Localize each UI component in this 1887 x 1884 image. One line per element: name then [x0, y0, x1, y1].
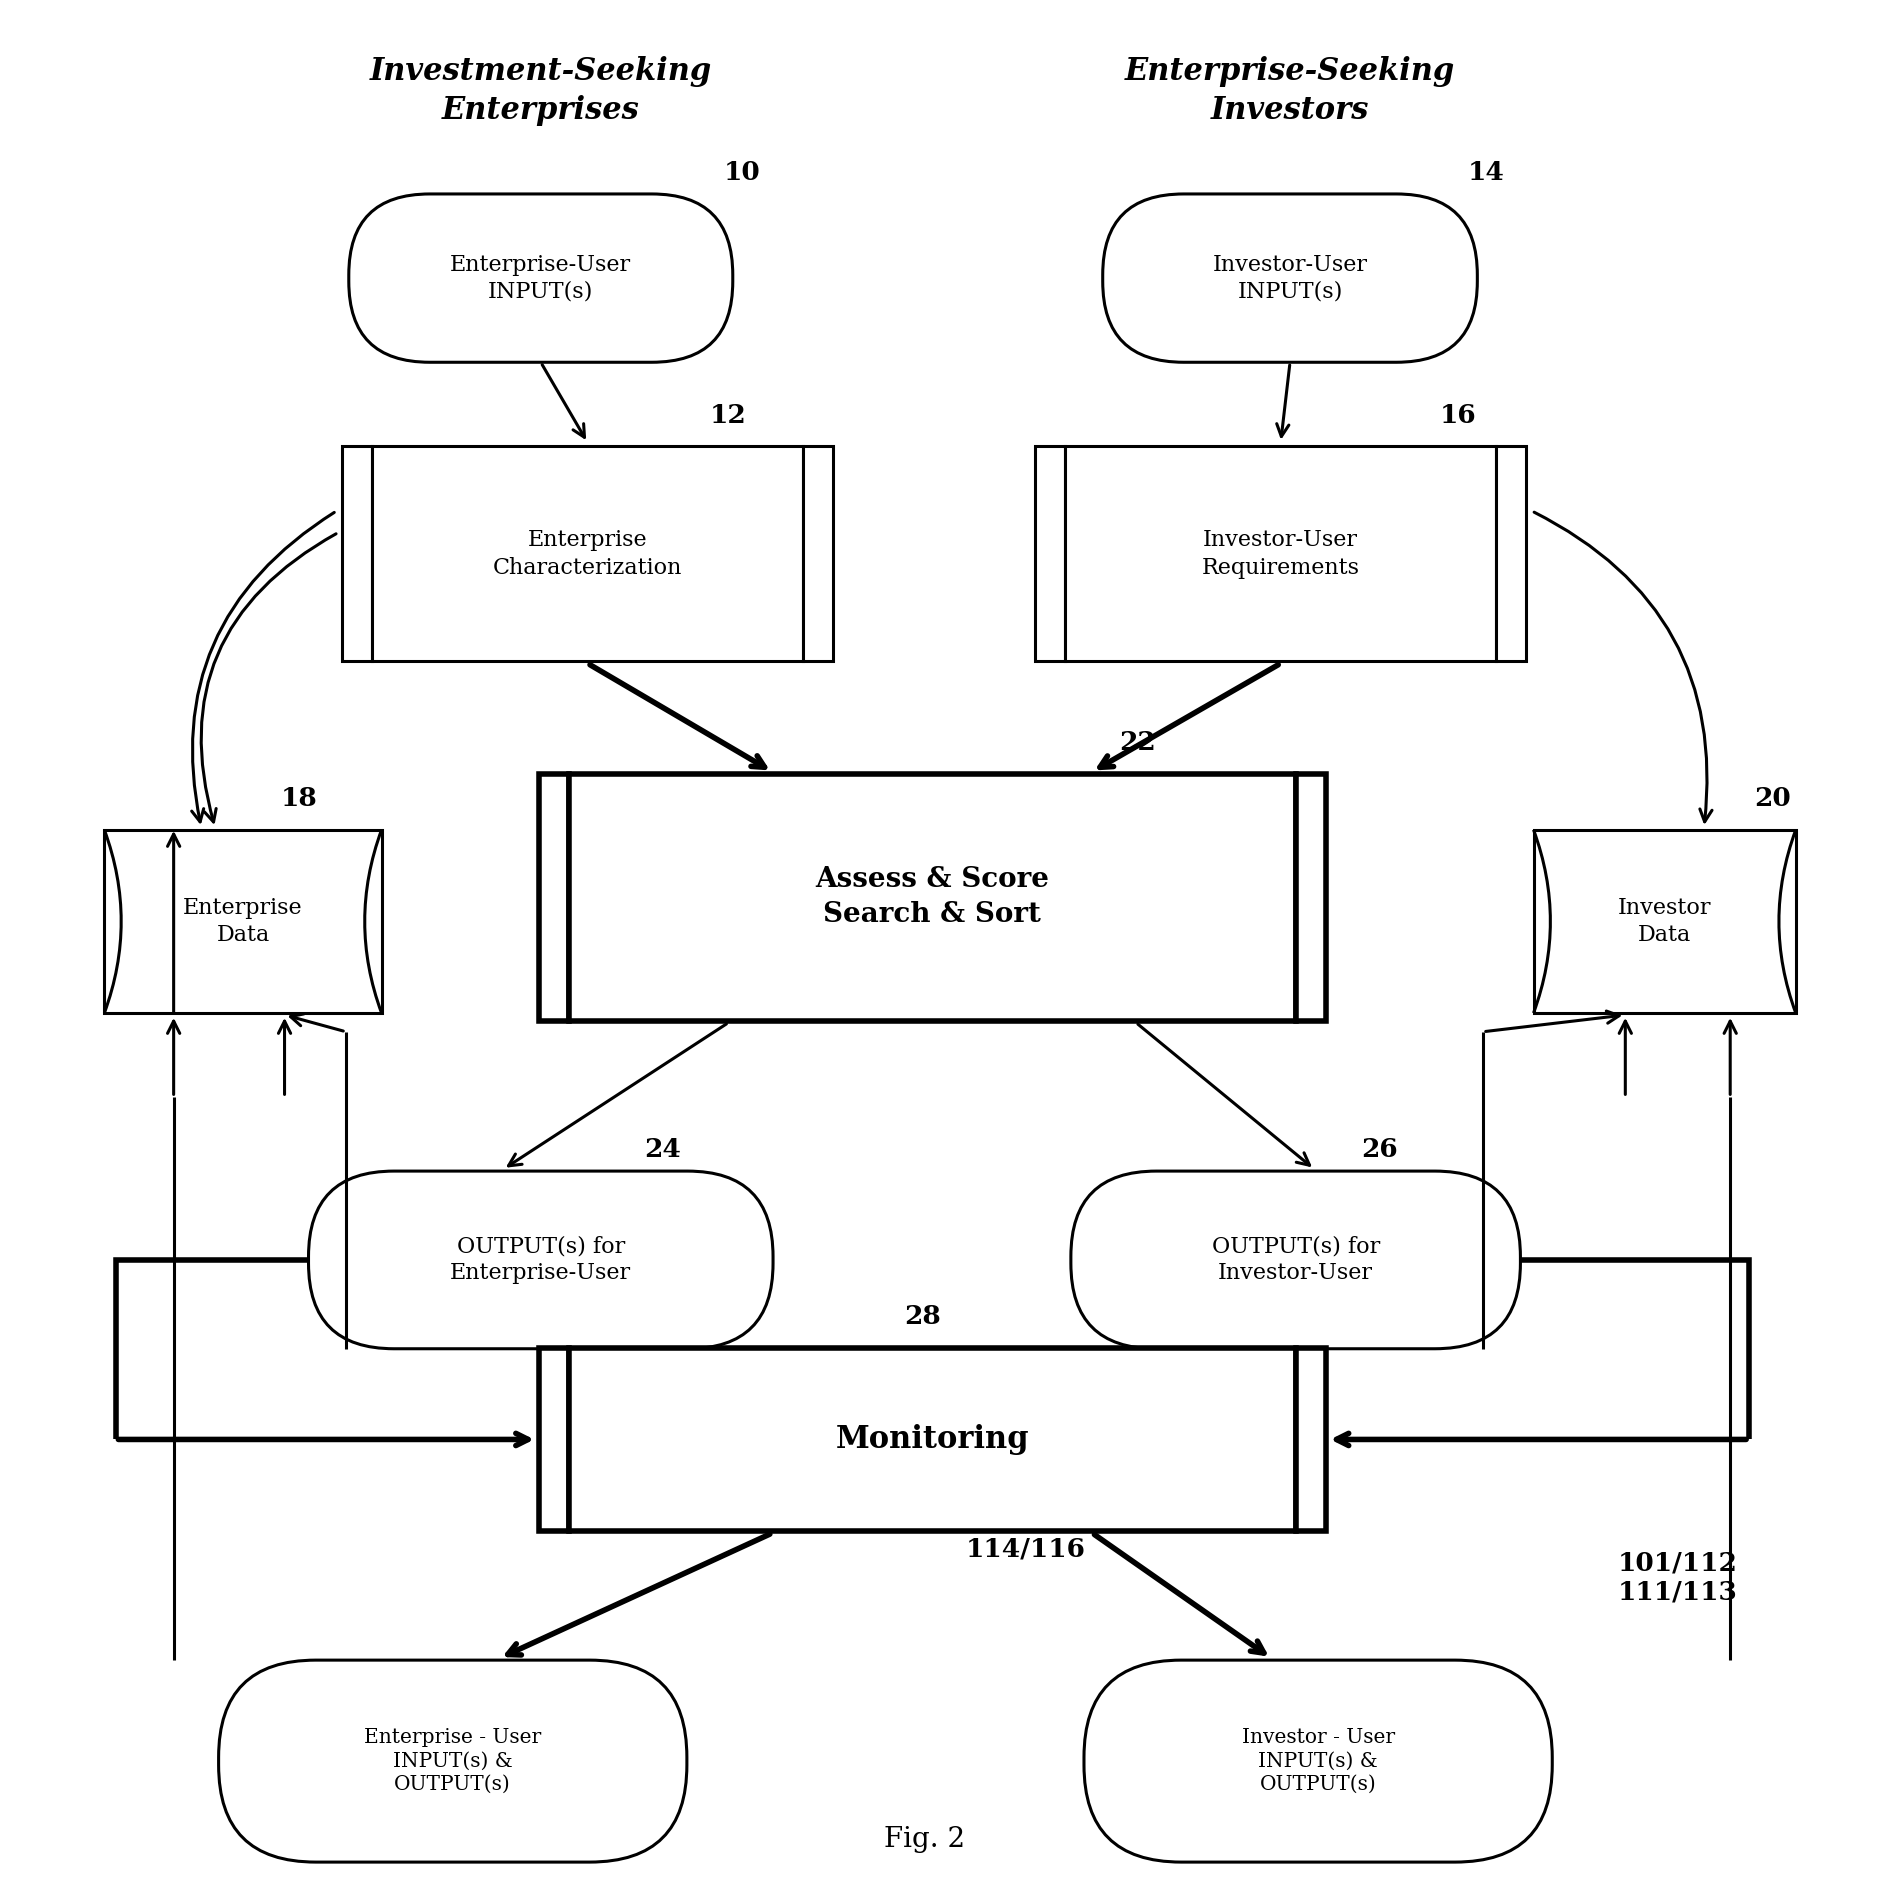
FancyBboxPatch shape: [1496, 447, 1527, 661]
Text: Monitoring: Monitoring: [836, 1424, 1028, 1454]
Text: Investor-User
INPUT(s): Investor-User INPUT(s): [1213, 254, 1368, 303]
FancyBboxPatch shape: [568, 1347, 1296, 1532]
Text: Enterprise
Data: Enterprise Data: [183, 897, 302, 946]
Text: Enterprise - User
INPUT(s) &
OUTPUT(s): Enterprise - User INPUT(s) & OUTPUT(s): [364, 1728, 542, 1794]
Text: 18: 18: [281, 786, 317, 812]
FancyBboxPatch shape: [1066, 447, 1496, 661]
FancyBboxPatch shape: [372, 447, 804, 661]
Text: 28: 28: [904, 1304, 942, 1328]
FancyBboxPatch shape: [1083, 1660, 1553, 1861]
Text: 16: 16: [1440, 403, 1476, 428]
Text: Enterprise-User
INPUT(s): Enterprise-User INPUT(s): [451, 254, 632, 303]
Text: 12: 12: [710, 403, 745, 428]
FancyBboxPatch shape: [540, 1347, 568, 1532]
FancyBboxPatch shape: [1036, 447, 1066, 661]
FancyBboxPatch shape: [342, 447, 372, 661]
Text: OUTPUT(s) for
Enterprise-User: OUTPUT(s) for Enterprise-User: [451, 1236, 632, 1285]
Text: Investment-Seeking
Enterprises: Investment-Seeking Enterprises: [370, 57, 711, 126]
FancyBboxPatch shape: [1070, 1172, 1521, 1349]
FancyBboxPatch shape: [1534, 829, 1796, 1014]
FancyBboxPatch shape: [219, 1660, 687, 1861]
FancyBboxPatch shape: [104, 829, 381, 1014]
Text: Assess & Score
Search & Sort: Assess & Score Search & Sort: [815, 867, 1049, 929]
FancyBboxPatch shape: [308, 1172, 774, 1349]
Text: 22: 22: [1119, 729, 1157, 755]
Text: 26: 26: [1361, 1136, 1398, 1162]
FancyBboxPatch shape: [349, 194, 732, 362]
FancyBboxPatch shape: [568, 774, 1296, 1021]
Text: 114/116: 114/116: [966, 1535, 1085, 1562]
FancyBboxPatch shape: [804, 447, 832, 661]
Text: Fig. 2: Fig. 2: [885, 1826, 966, 1854]
Text: 10: 10: [723, 160, 760, 185]
Text: 14: 14: [1468, 160, 1504, 185]
Text: 20: 20: [1755, 786, 1791, 812]
Text: Investor
Data: Investor Data: [1617, 897, 1712, 946]
Text: Enterprise
Characterization: Enterprise Characterization: [493, 529, 683, 578]
Text: Investor-User
Requirements: Investor-User Requirements: [1202, 529, 1361, 578]
FancyBboxPatch shape: [540, 774, 568, 1021]
FancyBboxPatch shape: [1296, 1347, 1325, 1532]
Text: Enterprise-Seeking
Investors: Enterprise-Seeking Investors: [1125, 57, 1455, 126]
Text: Investor - User
INPUT(s) &
OUTPUT(s): Investor - User INPUT(s) & OUTPUT(s): [1242, 1728, 1394, 1794]
FancyBboxPatch shape: [1102, 194, 1478, 362]
Text: 24: 24: [643, 1136, 681, 1162]
Text: OUTPUT(s) for
Investor-User: OUTPUT(s) for Investor-User: [1211, 1236, 1379, 1285]
Text: 101/112
111/113: 101/112 111/113: [1617, 1551, 1738, 1605]
FancyBboxPatch shape: [1296, 774, 1325, 1021]
